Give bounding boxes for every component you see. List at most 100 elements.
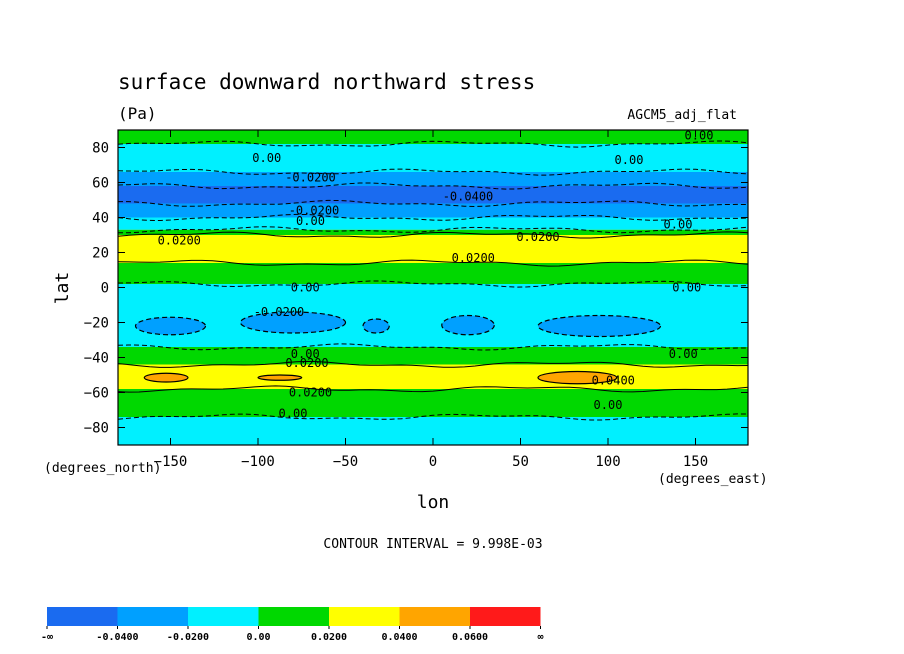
contour-interval-text: CONTOUR INTERVAL = 9.998E-03 (323, 537, 542, 552)
colorbar-label: 0.00 (246, 632, 270, 643)
contour-label: 0.0400 (592, 373, 635, 387)
contour-band (118, 235, 748, 263)
x-tick-label: −50 (333, 454, 358, 470)
contour-lines (118, 140, 748, 421)
contour-label: 0.00 (672, 281, 701, 295)
contour-band (118, 364, 748, 389)
contour-label: 0.00 (291, 347, 320, 361)
contour-label: 0.00 (296, 214, 325, 228)
contour-patch (362, 318, 390, 334)
contour-band (118, 203, 748, 218)
contour-patch (441, 314, 495, 336)
contour-label: 0.00 (664, 218, 693, 232)
contour-line (118, 140, 748, 148)
contour-label: 0.00 (615, 153, 644, 167)
contour-patch (143, 372, 189, 383)
contour-patch (257, 374, 303, 381)
contour-line (118, 226, 748, 234)
contour-patch (537, 370, 618, 385)
colorbar-label: ∞ (537, 632, 543, 643)
y-axis-label: lat (52, 272, 73, 305)
chart-title: surface downward northward stress (118, 70, 535, 94)
contour-line (118, 213, 748, 222)
y-tick-label: 0 (101, 281, 109, 297)
colorbar-swatch (470, 607, 541, 626)
contour-label: 0.00 (252, 151, 281, 165)
y-tick-label: 60 (92, 176, 109, 192)
contour-line (118, 280, 748, 288)
contour-line (118, 182, 748, 190)
x-axis-ticks: −150 −100 −50 0 50 100 150 (154, 130, 708, 470)
colorbar-label: -0.0400 (96, 632, 138, 643)
contour-label: -0.0400 (443, 190, 494, 204)
y-tick-label: −40 (84, 351, 109, 367)
contour-label: 0.0200 (285, 356, 328, 370)
y-units-label: (degrees_north) (44, 461, 161, 476)
contour-line (118, 199, 748, 208)
contour-label: 0.00 (685, 128, 714, 142)
contour-band (118, 172, 748, 186)
contour-band (118, 217, 748, 230)
x-units-label: (degrees_east) (658, 472, 768, 487)
contour-band (118, 389, 748, 417)
colorbar-swatch (258, 607, 329, 626)
contour-label: -0.0200 (285, 170, 336, 184)
y-tick-label: 80 (92, 141, 109, 157)
contour-line (118, 168, 748, 176)
contour-patch (239, 311, 347, 334)
colorbar-label: 0.0200 (311, 632, 347, 643)
x-axis-label: lon (417, 492, 450, 513)
dataset-label: AGCM5_adj_flat (627, 108, 737, 123)
x-tick-label: 100 (595, 454, 620, 470)
colorbar-label: 0.0400 (381, 632, 417, 643)
y-tick-label: 20 (92, 246, 109, 262)
colorbar-label: -∞ (41, 632, 53, 643)
colorbar-swatch (399, 607, 470, 626)
contour-label: -0.0200 (289, 204, 340, 218)
contour-bands (118, 130, 748, 445)
x-tick-label: −150 (154, 454, 188, 470)
contour-label: 0.0200 (158, 233, 201, 247)
y-tick-label: −60 (84, 386, 109, 402)
contour-label: 0.0200 (452, 251, 495, 265)
y-tick-label: −20 (84, 316, 109, 332)
x-tick-label: 50 (512, 454, 529, 470)
y-axis-ticks: 80 60 40 20 0 −20 −40 −60 −80 (84, 141, 748, 437)
contour-patch (537, 314, 662, 338)
contour-band (118, 263, 748, 284)
contour-line (118, 385, 748, 393)
contour-label: 0.00 (669, 347, 698, 361)
contour-label: 0.0200 (289, 386, 332, 400)
contour-label: 0.00 (291, 281, 320, 295)
x-tick-label: −100 (241, 454, 275, 470)
contour-line (118, 343, 748, 351)
contour-line (118, 360, 748, 368)
contour-line (118, 231, 748, 239)
contour-label: 0.00 (594, 398, 623, 412)
colorbar-swatch (117, 607, 188, 626)
contour-line (118, 413, 748, 421)
colorbar-label: 0.0600 (452, 632, 488, 643)
contour-patches (134, 311, 662, 385)
contour-band (118, 347, 748, 365)
y-tick-label: −80 (84, 421, 109, 437)
colorbar-label: -0.0200 (167, 632, 209, 643)
contour-band (118, 284, 748, 347)
contour-patch (134, 316, 207, 336)
colorbar-swatch (188, 607, 259, 626)
y-tick-label: 40 (92, 211, 109, 227)
units-label: (Pa) (118, 104, 157, 123)
contour-label: -0.0200 (254, 305, 305, 319)
colorbar-swatch (47, 607, 118, 626)
colorbar-swatch (329, 607, 400, 626)
contour-line (118, 259, 748, 267)
colorbar: -∞ -0.0400 -0.0200 0.00 0.0200 0.0400 0.0600 ∞ (41, 607, 544, 643)
x-tick-label: 150 (683, 454, 708, 470)
x-tick-label: 0 (429, 454, 437, 470)
contour-band (118, 144, 748, 172)
contour-band (118, 186, 748, 204)
contour-label: 0.0200 (516, 230, 559, 244)
